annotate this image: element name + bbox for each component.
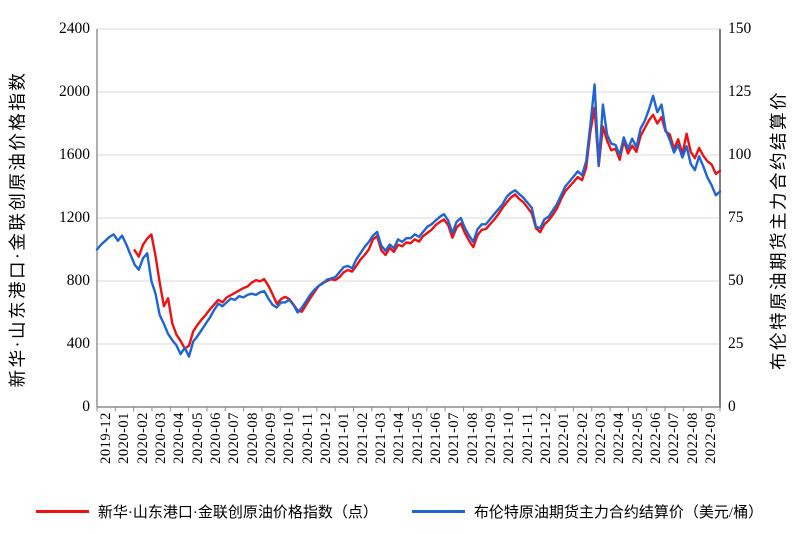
x-axis-tick-label: 2019-12 [98, 412, 115, 464]
left-y-tick-label: 2000 [59, 83, 90, 100]
x-axis-tick-label: 2020-06 [208, 412, 225, 464]
blue-line-swatch [411, 510, 465, 513]
x-axis-tick-label: 2020-01 [116, 412, 133, 464]
x-axis-tick-label: 2021-05 [409, 412, 426, 464]
x-axis-tick-label: 2022-08 [684, 412, 701, 464]
left-y-tick-label: 1200 [59, 209, 90, 226]
red-line-swatch [35, 510, 89, 513]
legend-item-brent-series: 布伦特原油期货主力合约结算价（美元/桶） [411, 501, 764, 522]
legend-label-brent-series: 布伦特原油期货主力合约结算价（美元/桶） [473, 505, 764, 521]
x-axis-tick-label: 2020-09 [263, 412, 280, 464]
x-axis-tick-label: 2021-12 [537, 412, 554, 464]
x-axis-tick-label: 2022-02 [574, 412, 591, 464]
brent-price-line [95, 83, 722, 358]
left-y-axis-title: 新华·山东港口·金联创原油价格指数 [7, 70, 28, 388]
x-axis-tick-label: 2022-07 [666, 412, 683, 464]
right-y-axis-title: 布伦特原油期货主力合约结算价 [768, 90, 789, 370]
left-y-tick-label: 0 [82, 398, 90, 415]
x-axis-tick-label: 2022-01 [556, 412, 573, 464]
left-y-tick-label: 1600 [59, 146, 90, 163]
left-y-tick-label: 2400 [59, 20, 90, 37]
x-axis-tick-label: 2020-12 [318, 412, 335, 464]
x-axis-tick-label: 2020-05 [189, 412, 206, 464]
x-axis-tick-label: 2021-08 [464, 412, 481, 464]
legend-label-index-series: 新华·山东港口·金联创原油价格指数（点） [97, 505, 378, 521]
chart-legend: 新华·山东港口·金联创原油价格指数（点） 布伦特原油期货主力合约结算价（美元/桶… [0, 501, 799, 522]
x-axis-tick-label: 2021-02 [354, 412, 371, 464]
right-y-tick-label: 150 [728, 20, 752, 37]
left-y-tick-label: 400 [66, 335, 90, 352]
right-y-tick-label: 50 [728, 272, 744, 289]
right-y-tick-label: 25 [728, 335, 744, 352]
legend-item-index-series: 新华·山东港口·金联创原油价格指数（点） [35, 501, 378, 522]
x-axis-tick-label: 2021-06 [427, 412, 444, 464]
x-axis-tick-label: 2021-04 [391, 412, 408, 464]
right-y-tick-label: 125 [728, 83, 752, 100]
right-y-tick-label: 75 [728, 209, 744, 226]
right-y-tick-label: 0 [728, 398, 736, 415]
x-axis-tick-label: 2021-11 [519, 411, 536, 464]
x-axis-tick-label: 2020-10 [281, 412, 298, 464]
x-axis-tick-label: 2020-11 [299, 411, 316, 464]
x-axis-tick-label: 2022-05 [629, 412, 646, 464]
x-axis-tick-label: 2020-07 [226, 412, 243, 464]
x-axis-tick-label: 2021-01 [336, 412, 353, 464]
x-axis-tick-label: 2020-08 [244, 412, 261, 464]
x-axis-tick-label: 2022-04 [611, 412, 628, 464]
x-axis-tick-label: 2022-09 [702, 412, 719, 464]
x-axis-tick-label: 2021-10 [501, 412, 518, 464]
x-axis-tick-label: 2021-07 [446, 412, 463, 464]
x-axis-tick-label: 2020-04 [171, 412, 188, 464]
x-axis-tick-label: 2022-06 [647, 412, 664, 464]
left-y-tick-label: 800 [66, 272, 90, 289]
x-axis-tick-label: 2022-03 [592, 412, 609, 464]
x-axis-tick-label: 2020-03 [153, 412, 170, 464]
right-y-tick-label: 100 [728, 146, 752, 163]
x-axis-tick-label: 2020-02 [134, 412, 151, 464]
x-axis-tick-label: 2021-03 [373, 412, 389, 464]
x-axis-tick-label: 2021-09 [482, 412, 499, 464]
